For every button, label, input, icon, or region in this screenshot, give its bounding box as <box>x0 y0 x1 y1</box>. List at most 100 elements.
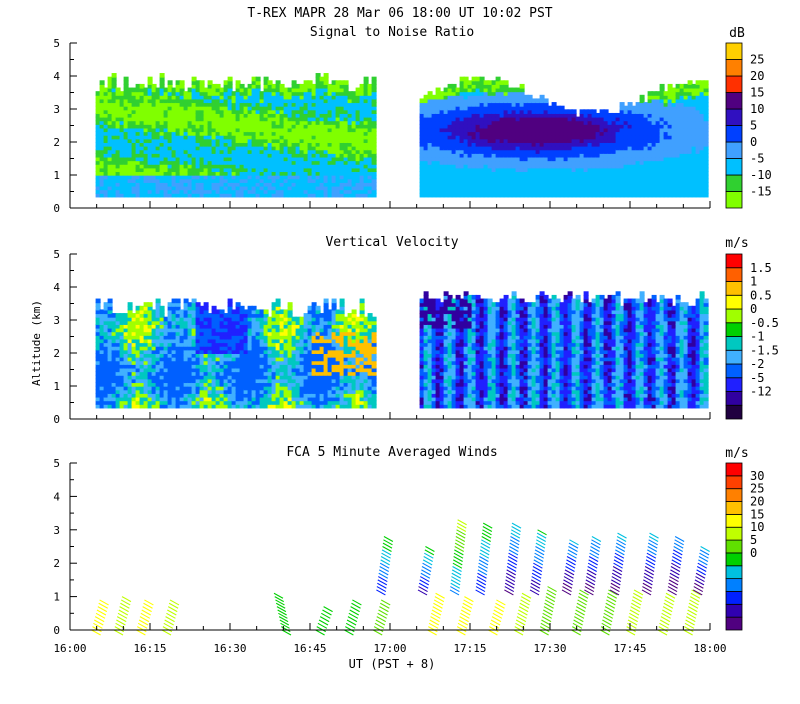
snr-cell <box>519 167 525 173</box>
snr-cell <box>247 189 253 194</box>
snr-cell <box>343 156 349 162</box>
snr-cell <box>655 94 661 100</box>
snr-cell <box>283 98 289 104</box>
velocity-cell <box>111 353 117 358</box>
snr-cell <box>347 94 353 100</box>
snr-cell <box>583 109 589 114</box>
snr-cell <box>419 123 425 129</box>
snr-cell <box>515 185 521 191</box>
snr-cell <box>131 131 137 136</box>
snr-cell <box>371 149 377 154</box>
snr-cell <box>703 105 709 111</box>
velocity-cell <box>123 403 129 409</box>
snr-cell <box>463 116 469 122</box>
snr-cell <box>595 127 601 133</box>
snr-cell <box>659 131 665 136</box>
velocity-cell <box>151 334 157 340</box>
velocity-cell <box>179 323 185 329</box>
snr-cell <box>511 181 517 187</box>
snr-cell <box>531 102 537 107</box>
snr-cell <box>551 145 557 151</box>
snr-cell <box>591 112 597 118</box>
snr-cell <box>203 123 209 129</box>
snr-cell <box>359 189 365 194</box>
snr-cell <box>279 181 285 187</box>
velocity-cell <box>155 305 161 311</box>
snr-cell <box>447 142 453 147</box>
velocity-cell <box>179 367 185 373</box>
snr-cell <box>371 160 377 165</box>
velocity-cell <box>171 342 177 347</box>
snr-cell <box>155 152 161 158</box>
snr-cell <box>511 112 517 118</box>
snr-cell <box>215 120 221 125</box>
snr-cell <box>327 145 333 151</box>
snr-cell <box>303 142 309 147</box>
snr-cell <box>643 116 649 122</box>
snr-cell <box>207 192 213 198</box>
snr-cell <box>143 116 149 122</box>
snr-cell <box>191 134 197 140</box>
snr-cell <box>435 171 441 176</box>
velocity-cell <box>103 378 109 384</box>
snr-cell <box>167 178 173 183</box>
snr-cell <box>239 167 245 173</box>
velocity-cell <box>167 367 173 373</box>
velocity-cell <box>131 356 137 362</box>
snr-cell <box>303 178 309 183</box>
snr-cell <box>575 181 581 187</box>
snr-cell <box>123 178 129 183</box>
snr-cell <box>575 189 581 194</box>
snr-cell <box>623 152 629 158</box>
snr-cell <box>695 94 701 100</box>
snr-cell <box>683 167 689 173</box>
snr-cell <box>347 123 353 129</box>
snr-cell <box>335 80 341 85</box>
velocity-cell <box>115 389 121 394</box>
snr-cell <box>475 152 481 158</box>
snr-cell <box>619 167 625 173</box>
snr-cell <box>315 152 321 158</box>
snr-cell <box>363 112 369 118</box>
snr-cell <box>631 123 637 129</box>
velocity-cell <box>171 385 177 391</box>
snr-cell <box>215 167 221 173</box>
snr-cell <box>447 134 453 140</box>
snr-cell <box>655 109 661 114</box>
snr-cell <box>135 83 141 89</box>
snr-cell <box>227 149 233 154</box>
snr-cell <box>467 80 473 85</box>
snr-cell <box>687 123 693 129</box>
velocity-cell <box>191 389 197 394</box>
snr-cell <box>483 102 489 107</box>
velocity-cell <box>127 338 133 344</box>
snr-cell <box>447 91 453 96</box>
snr-cell <box>183 91 189 96</box>
snr-cell <box>355 192 361 198</box>
snr-cell <box>267 94 273 100</box>
snr-cell <box>531 149 537 154</box>
velocity-cell <box>103 360 109 365</box>
snr-cell <box>235 156 241 162</box>
velocity-cell <box>131 389 137 394</box>
snr-cell <box>423 98 429 104</box>
snr-cell <box>571 192 577 198</box>
snr-cell <box>567 112 573 118</box>
snr-cell <box>239 163 245 169</box>
velocity-cell <box>195 338 201 344</box>
velocity-cell <box>151 342 157 347</box>
snr-cell <box>535 105 541 111</box>
snr-cell <box>459 185 465 191</box>
snr-cell <box>279 156 285 162</box>
snr-cell <box>167 87 173 93</box>
snr-cell <box>115 189 121 194</box>
snr-cell <box>479 174 485 180</box>
snr-cell <box>291 98 297 104</box>
velocity-cell <box>123 338 129 344</box>
snr-cell <box>327 152 333 158</box>
snr-cell <box>635 189 641 194</box>
snr-cell <box>151 123 157 129</box>
snr-cell <box>635 167 641 173</box>
snr-cell <box>591 134 597 140</box>
snr-cell <box>203 98 209 104</box>
